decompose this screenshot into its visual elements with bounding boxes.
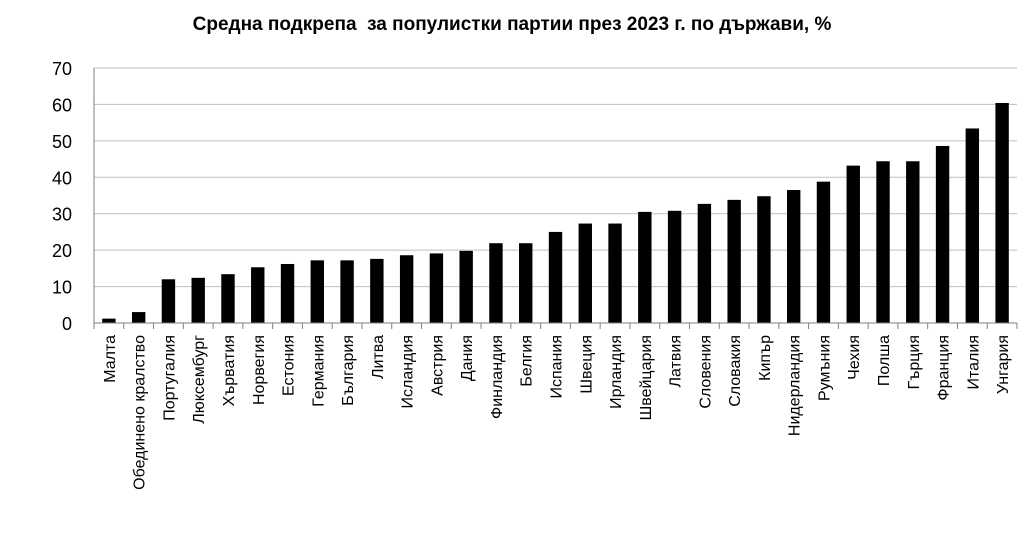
bar — [191, 277, 205, 323]
bar — [638, 211, 652, 323]
x-tick-label: Малта — [102, 335, 119, 383]
x-tick-label: Гърция — [906, 335, 923, 389]
bar — [399, 255, 414, 323]
x-tick-label: Словения — [697, 335, 714, 409]
bar — [846, 165, 860, 323]
bar — [548, 231, 563, 323]
bar — [251, 267, 265, 323]
x-tick-label: Унгария — [995, 335, 1012, 394]
y-tick-label: 40 — [52, 168, 72, 188]
y-tick-label: 20 — [52, 241, 72, 261]
x-tick-label: Норвегия — [251, 335, 268, 405]
y-tick-label: 70 — [52, 59, 72, 79]
bar — [906, 161, 920, 323]
bar — [459, 250, 473, 323]
x-tick-label: Естония — [281, 335, 298, 396]
bar — [340, 260, 354, 323]
x-tick-label: Швейцария — [638, 335, 655, 420]
y-tick-label: 60 — [52, 95, 72, 115]
bar — [280, 263, 295, 323]
x-tick-label: Кипър — [757, 335, 774, 381]
x-tick-label: България — [340, 335, 357, 406]
x-tick-label: Австрия — [429, 335, 446, 396]
y-tick-label: 30 — [52, 205, 72, 225]
bar — [489, 243, 503, 323]
bar — [816, 181, 831, 323]
x-tick-label: Швеция — [578, 335, 595, 394]
x-tick-label: Исландия — [400, 335, 417, 409]
x-tick-label: Италия — [965, 335, 982, 389]
bar — [757, 196, 771, 323]
x-tick-label: Португалия — [161, 335, 178, 421]
x-tick-label: Франция — [936, 335, 953, 401]
x-tick-label: Испания — [549, 335, 566, 399]
x-tick-label: Ирландия — [608, 335, 625, 409]
bar — [578, 223, 592, 323]
x-tick-label: Дания — [459, 335, 476, 381]
bar — [876, 161, 890, 323]
bar — [935, 145, 950, 323]
bar — [995, 102, 1009, 323]
x-tick-label: Обединено кралство — [132, 335, 149, 490]
x-tick-label: Литва — [370, 335, 387, 379]
bar — [519, 243, 533, 323]
x-tick-label: Румъния — [816, 335, 833, 401]
bars — [102, 102, 1009, 323]
bar — [161, 279, 176, 323]
x-tick-label: Чехия — [846, 335, 863, 380]
bar — [608, 223, 622, 323]
x-tick-label: Хърватия — [221, 335, 238, 406]
bar — [429, 253, 444, 323]
x-tick-label: Нидерландия — [787, 335, 804, 436]
y-tick-label: 50 — [52, 132, 72, 152]
x-tick-label: Полша — [876, 335, 893, 386]
axes — [93, 68, 1018, 329]
x-tick-label: Латвия — [668, 335, 685, 387]
y-tick-labels: 0 10 20 30 40 50 60 70 — [52, 59, 72, 334]
bar — [697, 203, 712, 323]
y-tick-label: 10 — [52, 278, 72, 298]
x-tick-label: Белгия — [519, 335, 536, 387]
bar — [370, 258, 384, 323]
x-tick-label: Финландия — [489, 335, 506, 419]
bar — [221, 274, 235, 323]
chart-title: Средна подкрепа за популистки партии пре… — [192, 14, 832, 35]
x-tick-label: Люксембург — [191, 335, 208, 424]
bar — [965, 128, 980, 323]
bar — [727, 199, 741, 323]
x-tick-label: Словакия — [727, 335, 744, 407]
bar — [786, 190, 801, 323]
bar — [102, 318, 116, 323]
x-tick-label: Германия — [310, 335, 327, 407]
y-tick-label: 0 — [62, 314, 72, 334]
bar — [667, 210, 682, 323]
x-tick-labels: Малта Обединено кралство Португалия Люксемб… — [102, 335, 1012, 490]
bar — [131, 312, 146, 323]
bar — [310, 260, 325, 323]
